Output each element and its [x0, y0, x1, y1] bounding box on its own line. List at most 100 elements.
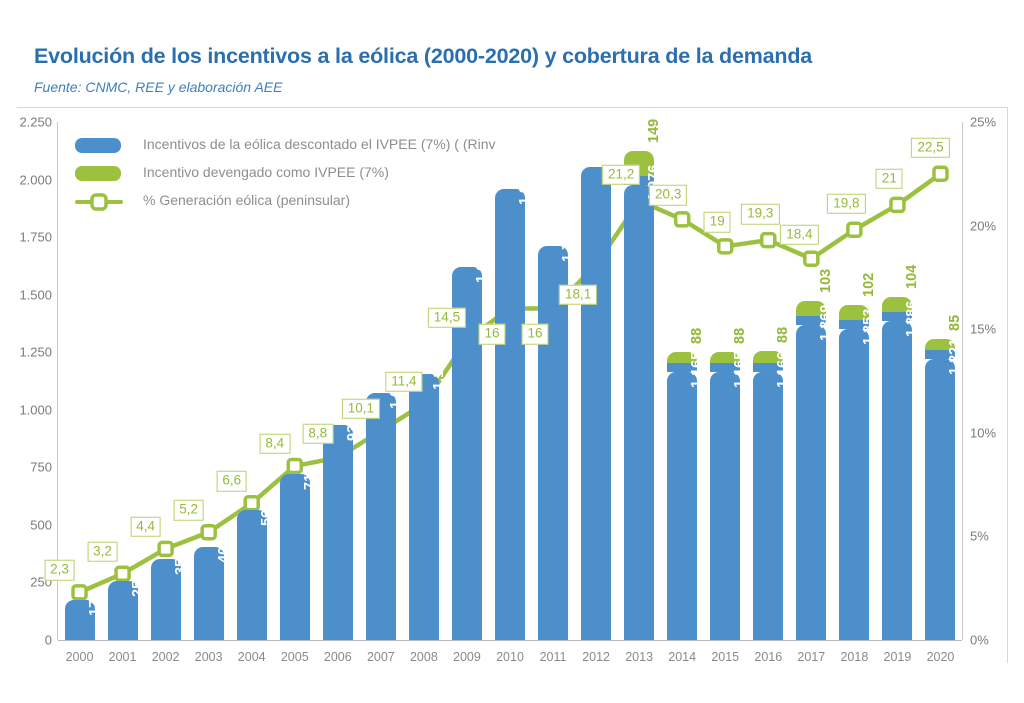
right-axis-tick: 20% [970, 218, 997, 234]
ivpee-value-label-2019: 104 [904, 264, 921, 289]
line-marker-2004[interactable] [243, 495, 260, 512]
bar-incentivos-2009[interactable] [451, 266, 482, 640]
line-point-label-2013: 21,2 [602, 164, 641, 185]
right-axis-tick: 15% [970, 321, 997, 337]
bar-value-label-2005: 719 [301, 466, 318, 491]
bar-value-label-2009: 1.621 [473, 246, 490, 283]
x-axis-tick: 2010 [496, 650, 524, 664]
line-marker-2020[interactable] [932, 165, 949, 183]
line-marker-2018[interactable] [846, 221, 863, 238]
line-marker-2014[interactable] [673, 211, 691, 228]
bar-value-label-2015: 1.165 [732, 351, 749, 388]
x-axis-tick: 2007 [366, 650, 395, 664]
left-axis-tick: 0 [44, 632, 52, 648]
bar-incentivos-2011[interactable] [538, 246, 569, 640]
legend-label: Incentivos de la eólica descontado el IV… [143, 136, 496, 152]
ivpee-value-label-2013: 149 [646, 118, 663, 143]
ivpee-value-label-2014: 88 [689, 327, 706, 344]
left-axis-tick: 1.500 [19, 287, 52, 303]
bar-incentivos-2003[interactable] [193, 546, 224, 640]
x-axis-tick: 2008 [409, 650, 438, 664]
line-marker-2003[interactable] [200, 524, 217, 541]
bar-value-label-2002: 350 [172, 551, 189, 576]
bar-value-label-2016: 1.166 [775, 351, 792, 388]
left-axis-tick: 1.250 [19, 344, 52, 360]
page-title: Evolución de los incentivos a la eólica … [34, 44, 813, 68]
line-marker-2017[interactable] [803, 250, 820, 267]
right-axis-line [962, 122, 963, 640]
x-axis-tick: 2016 [754, 650, 783, 664]
bar-incentivos-2014[interactable] [667, 371, 698, 640]
line-marker-2015[interactable] [716, 238, 734, 255]
source-caption: Fuente: CNMC, REE y elaboración AEE [34, 79, 283, 95]
legend-label: Incentivo devengado como IVPEE (7%) [143, 164, 389, 180]
x-axis-tick: 2017 [797, 650, 826, 664]
right-axis-tick: 10% [970, 425, 997, 441]
line-point-label-2012: 18,1 [558, 284, 598, 306]
x-axis-tick: 2019 [883, 650, 912, 664]
x-axis-tick: 2001 [108, 650, 137, 664]
bar-value-label-2014: 1.165 [689, 351, 706, 388]
line-marker-2000[interactable] [71, 584, 88, 601]
bar-value-label-2008: 1.155 [430, 353, 447, 391]
bar-incentivos-2019[interactable] [882, 320, 913, 640]
bar-incentivos-2000[interactable] [64, 600, 95, 640]
line-point-label-2010: 16 [478, 324, 506, 345]
bar-incentivos-2006[interactable] [322, 425, 353, 640]
line-marker-2001[interactable] [114, 565, 131, 582]
bar-incentivos-2005[interactable] [279, 474, 310, 640]
bar-incentivos-2018[interactable] [839, 328, 870, 640]
x-axis-tick: 2020 [926, 650, 955, 664]
bar-value-label-2020: 1.221 [947, 338, 964, 375]
bar-join-2019 [882, 311, 913, 321]
x-axis-tick: 2004 [237, 650, 266, 664]
left-axis-labels: 2.250 2.000 1.750 1.500 1.250 1.000 750 500 250 0 [0, 0, 52, 703]
ivpee-value-label-2017: 103 [818, 268, 835, 294]
line-marker-2019[interactable] [889, 196, 906, 214]
line-point-label-2015: 19 [703, 212, 731, 233]
bar-incentivos-2010[interactable] [495, 188, 525, 640]
category-axis-line [58, 640, 962, 641]
x-axis-tick: 2013 [625, 650, 654, 664]
ivpee-value-label-2016: 88 [775, 327, 792, 344]
ivpee-value-label-2018: 102 [861, 272, 878, 298]
x-axis-tick: 2003 [194, 650, 223, 664]
x-axis-tick: 2012 [582, 650, 610, 664]
x-axis-tick: 2005 [280, 650, 309, 664]
bar-incentivos-2015[interactable] [710, 371, 741, 640]
line-marker-2016[interactable] [760, 231, 777, 249]
line-point-label-2005: 8,4 [259, 433, 291, 455]
bar-value-label-2001: 255 [129, 573, 146, 598]
x-axis-tick: 2002 [151, 650, 180, 664]
line-point-label-2003: 5,2 [173, 499, 205, 521]
bar-incentivos-2012[interactable] [581, 167, 612, 640]
bar-incentivos-2004[interactable] [236, 510, 267, 640]
bar-incentivos-2017[interactable] [796, 324, 827, 640]
right-axis-tick: 0% [970, 632, 989, 648]
line-point-label-2001: 3,2 [87, 541, 118, 562]
bar-value-label-2011: 1.710 [560, 226, 577, 263]
chart-frame [17, 107, 1008, 663]
right-axis-labels: 25% 20% 15% 10% 5% 0% [970, 0, 1024, 703]
x-axis-tick: 2014 [668, 650, 697, 664]
bar-incentivos-2008[interactable] [408, 374, 439, 640]
bar-incentivos-2013[interactable] [624, 185, 655, 640]
line-marker-2005[interactable] [286, 457, 304, 475]
bar-value-label-2010: 1.960 [517, 168, 533, 205]
x-axis-tick: 2018 [840, 650, 869, 664]
bar-incentivos-2016[interactable] [753, 371, 784, 640]
bar-value-label-2017: 1.369 [818, 304, 835, 341]
bar-value-label-2003: 404 [215, 538, 232, 563]
bar-incentivos-2020[interactable] [925, 358, 956, 640]
bar-incentivos-2007[interactable] [365, 393, 396, 640]
left-axis-tick: 500 [30, 517, 52, 533]
bar-incentivos-2002[interactable] [150, 559, 181, 640]
bar-incentivos-2001[interactable] [107, 581, 138, 640]
line-marker-2002[interactable] [157, 540, 174, 558]
line-point-label-2008: 11,4 [385, 371, 423, 393]
bar-value-label-2004: 564 [258, 501, 275, 527]
line-point-label-2018: 19,8 [827, 193, 866, 214]
left-axis-tick: 750 [30, 459, 52, 475]
right-axis-tick: 25% [970, 114, 997, 130]
legend-swatch-incentivos [75, 138, 121, 153]
